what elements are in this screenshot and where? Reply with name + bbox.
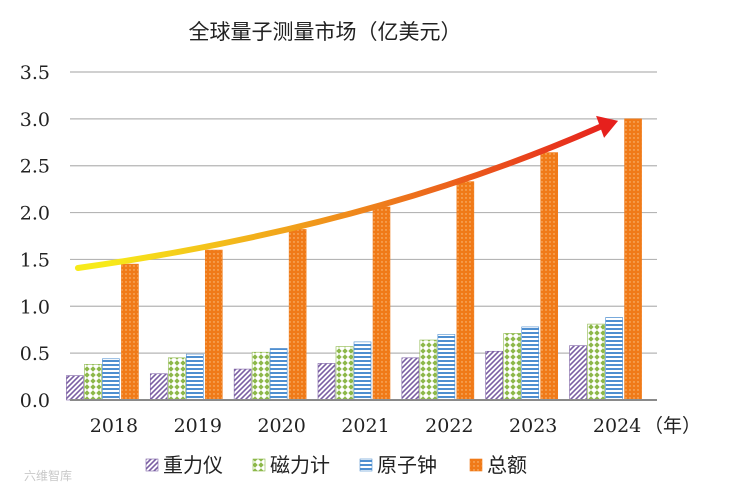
grid-lines (70, 71, 657, 354)
bar-总额-2023 (540, 152, 559, 401)
x-tick-label: 2018 (90, 415, 138, 437)
y-tick-label: 0.0 (20, 390, 50, 412)
bar-磁力计-2018 (84, 364, 102, 401)
legend-label-磁力计: 磁力计 (270, 453, 330, 477)
bar-磁力计-2023 (503, 333, 522, 401)
bar-总额-2019 (204, 249, 223, 401)
bar-原子钟-2022 (437, 334, 456, 401)
bar-总额-2022 (456, 181, 475, 401)
y-axis-tick-labels: 0.0 0.5 1.0 1.5 2.0 2.5 3.0 3.5 (20, 62, 50, 412)
legend-swatch-总额 (469, 458, 483, 472)
bar-原子钟-2024 (605, 317, 623, 401)
legend-label-原子钟: 原子钟 (377, 453, 437, 477)
y-tick-label: 2.0 (20, 203, 50, 225)
bar-原子钟-2019 (185, 353, 204, 401)
y-tick-label: 1.0 (20, 296, 50, 318)
watermark: 六维智库 (24, 468, 72, 483)
bar-总额-2020 (288, 229, 307, 401)
bar-重力仪-2018 (66, 375, 84, 401)
legend-swatch-重力仪 (145, 458, 159, 472)
bar-原子钟-2021 (353, 341, 372, 401)
chart-title: 全球量子测量市场（亿美元） (189, 20, 462, 44)
legend-swatch-磁力计 (252, 458, 266, 472)
bar-原子钟-2023 (521, 326, 540, 401)
x-axis-tick-labels: 2018 2019 2020 2021 2022 2023 2024 (90, 415, 642, 437)
bar-磁力计-2019 (167, 357, 186, 401)
bar-重力仪-2020 (233, 368, 252, 401)
x-tick-label: 2019 (174, 415, 222, 437)
bar-重力仪-2024 (569, 345, 587, 401)
bar-磁力计-2022 (419, 339, 438, 401)
x-tick-label: 2021 (341, 415, 389, 437)
y-tick-label: 3.5 (20, 62, 50, 84)
y-tick-label: 1.5 (20, 249, 50, 271)
bar-原子钟-2018 (102, 358, 120, 401)
bar-原子钟-2020 (269, 348, 288, 401)
bar-重力仪-2022 (401, 357, 420, 401)
bar-磁力计-2024 (587, 323, 605, 401)
bar-磁力计-2020 (251, 351, 270, 401)
legend: 重力仪 磁力计 原子钟 总额 (145, 453, 527, 477)
y-tick-label: 2.5 (20, 156, 50, 178)
trend-arrow-shaft (74, 123, 604, 271)
trend-arrow (74, 115, 619, 271)
bar-重力仪-2021 (317, 363, 336, 401)
legend-label-重力仪: 重力仪 (163, 453, 223, 477)
legend-label-总额: 总额 (487, 453, 527, 477)
bar-重力仪-2023 (485, 350, 504, 401)
x-tick-label: 2020 (257, 415, 305, 437)
x-tick-label: 2023 (509, 415, 557, 437)
y-tick-label: 3.0 (20, 109, 50, 131)
bar-重力仪-2019 (149, 373, 168, 401)
bar-总额-2021 (372, 206, 391, 401)
bars (66, 118, 657, 401)
legend-swatch-原子钟 (359, 458, 373, 472)
x-axis-unit-label: （年） (644, 415, 701, 437)
x-tick-label: 2022 (425, 415, 473, 437)
y-tick-label: 0.5 (20, 343, 50, 365)
trend-arrow-head (596, 115, 619, 138)
bar-总额-2024 (624, 118, 642, 401)
bar-总额-2018 (121, 263, 139, 401)
x-tick-label: 2024 (593, 415, 641, 437)
bar-磁力计-2021 (335, 346, 354, 401)
